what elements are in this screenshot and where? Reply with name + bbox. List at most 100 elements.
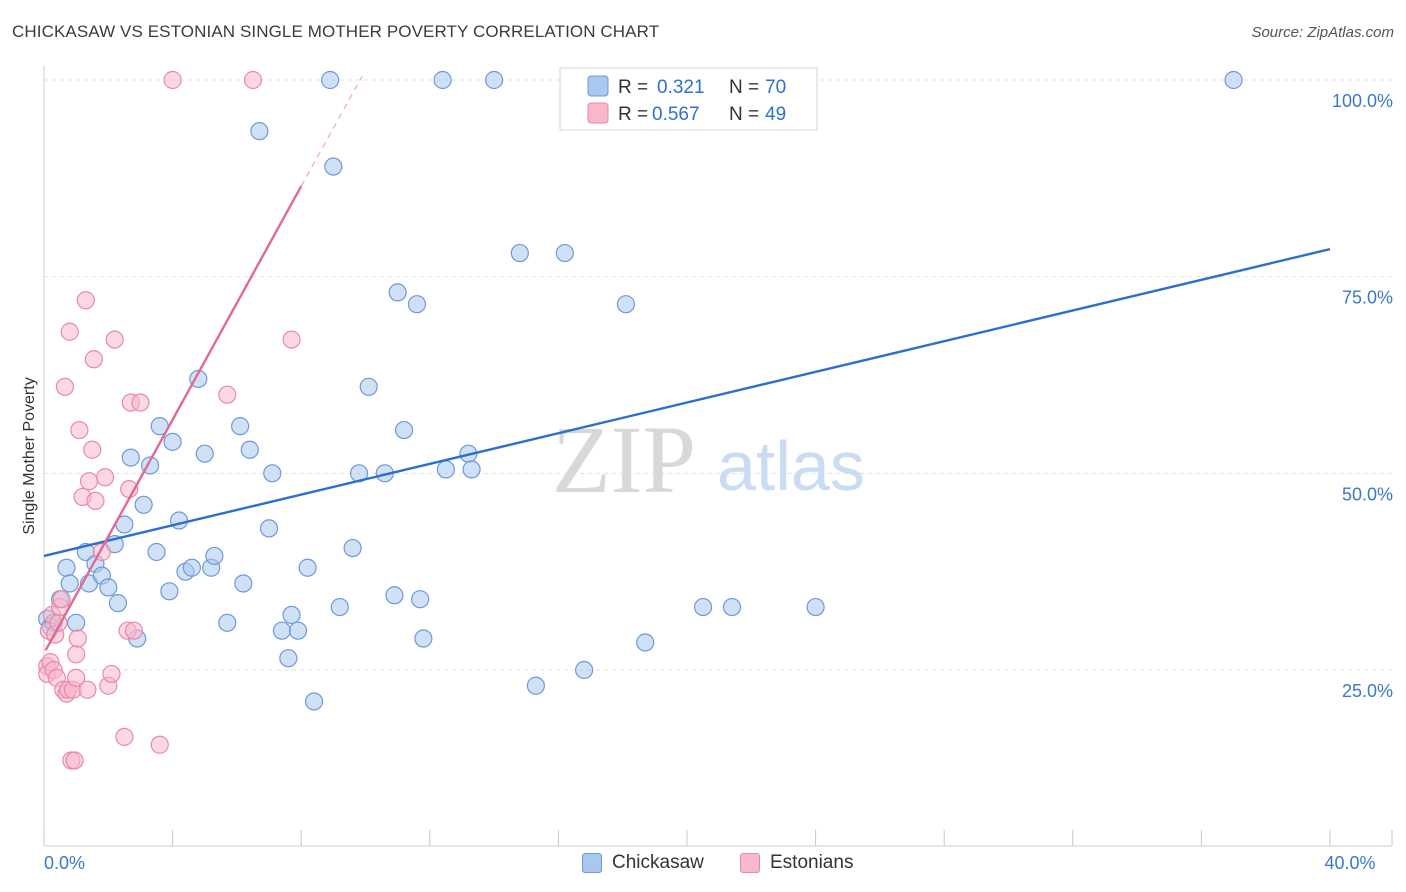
chickasaw-point (263, 464, 282, 483)
correlation-legend: R = 0.321 N = 70 R = 0.567 N = 49 (559, 67, 818, 131)
chickasaw-point (1224, 70, 1243, 90)
chickasaw-point (616, 295, 636, 314)
estonians-point (68, 629, 87, 648)
y-tick-label: 25.0% (1342, 681, 1393, 701)
estonians-point (131, 393, 150, 412)
chickasaw-point (411, 590, 430, 609)
chickasaw-point (163, 432, 182, 451)
axes-layer (43, 66, 1393, 847)
chickasaw-point (304, 692, 324, 711)
estonians-point (282, 330, 301, 349)
chickasaw-point (324, 157, 343, 176)
chickasaw-point (343, 538, 362, 558)
legend-r-label-0: R = (618, 77, 648, 98)
estonians-point (84, 350, 103, 369)
estonians-point (218, 385, 237, 404)
chickasaw-point (806, 597, 825, 617)
estonians-point (55, 377, 74, 396)
series-legend-item-estonians[interactable]: Estonians (740, 852, 853, 874)
chickasaw-point (99, 578, 118, 597)
chickasaw-point (67, 613, 86, 632)
y-tick-label: 75.0% (1342, 288, 1393, 308)
estonians-point (65, 751, 84, 770)
chickasaw-point (169, 511, 189, 530)
points-layer (38, 70, 1243, 770)
chickasaw-point (259, 519, 279, 538)
series-estonians-points (38, 70, 301, 770)
legend-swatch-estonians (587, 102, 609, 124)
chickasaw-point (250, 122, 269, 141)
chickasaw-point (433, 70, 452, 90)
estonians-trendline (44, 185, 303, 651)
estonians-point (163, 70, 182, 90)
chickasaw-point (205, 546, 224, 566)
source-label: Source: ZipAtlas.com (1251, 24, 1394, 41)
watermark-atlas: atlas (717, 427, 865, 505)
estonians-point (124, 621, 144, 640)
chickasaw-trendline (43, 247, 1331, 558)
chickasaw-point (555, 243, 574, 263)
chickasaw-point (414, 629, 433, 648)
y-axis-title: Single Mother Poverty (21, 377, 38, 534)
chickasaw-point (388, 283, 407, 302)
chickasaw-point (436, 460, 455, 479)
estonians-point (60, 322, 79, 341)
watermark-zip: ZIP (552, 406, 696, 513)
estonians-point (79, 472, 99, 491)
chickasaw-point (218, 613, 237, 632)
chart-title: CHICKASAW VS ESTONIAN SINGLE MOTHER POVE… (12, 22, 660, 41)
chickasaw-point (147, 542, 166, 562)
legend-r-label-1: R = (618, 104, 648, 125)
x-tick-label: 0.0% (44, 853, 85, 873)
estonians-point (102, 664, 121, 684)
chickasaw-point (722, 597, 742, 617)
chickasaw-point (160, 582, 179, 601)
estonians-point (86, 491, 105, 510)
chickasaw-point (60, 574, 79, 593)
chickasaw-point (231, 417, 250, 436)
chickasaw-point (288, 621, 308, 640)
chickasaw-point (485, 70, 504, 90)
estonians-swatch (740, 853, 760, 873)
estonians-point (52, 590, 71, 609)
y-tick-label: 50.0% (1342, 484, 1393, 504)
chickasaw-point (526, 676, 545, 695)
estonians-point (78, 680, 97, 699)
estonians-point (83, 440, 102, 459)
chickasaw-point (321, 70, 340, 90)
chickasaw-point (636, 633, 655, 652)
series-legend-label-chickasaw: Chickasaw (612, 852, 704, 873)
chickasaw-point (240, 440, 259, 459)
estonians-point (76, 291, 95, 310)
chickasaw-point (394, 420, 414, 440)
series-legend-item-chickasaw[interactable]: Chickasaw (582, 852, 704, 874)
estonians-point (115, 727, 134, 746)
legend-n-label-0: N = (729, 77, 759, 98)
chickasaw-point (57, 558, 76, 577)
legend-swatch-chickasaw (587, 75, 609, 97)
series-legend-label-estonians: Estonians (770, 852, 854, 873)
chickasaw-point (279, 649, 298, 668)
chickasaw-point (298, 558, 317, 577)
chickasaw-swatch (582, 853, 602, 873)
chickasaw-point (385, 586, 404, 605)
chickasaw-point (693, 597, 713, 617)
legend-r-value-0: 0.321 (657, 77, 705, 98)
estonians-point (67, 668, 86, 687)
legend-n-label-1: N = (729, 104, 759, 125)
legend-n-value-0: 70 (765, 77, 786, 98)
estonians-point (67, 645, 86, 664)
chickasaw-point (330, 597, 349, 617)
chickasaw-point (510, 243, 529, 263)
trend-layer (43, 75, 1331, 651)
chickasaw-point (182, 558, 201, 577)
watermark: ZIP atlas (552, 406, 865, 513)
chickasaw-point (462, 460, 481, 479)
estonians-trendline-extension (300, 75, 363, 187)
chickasaw-point (575, 660, 594, 680)
chickasaw-point (134, 495, 153, 514)
estonians-point (70, 420, 89, 440)
estonians-point (243, 70, 263, 90)
chickasaw-point (407, 295, 427, 314)
